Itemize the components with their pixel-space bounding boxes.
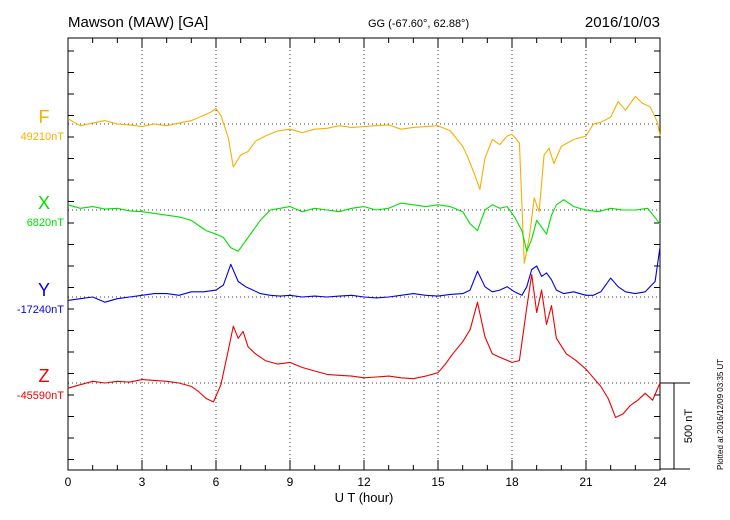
series-name-F: F: [39, 107, 50, 127]
series-name-X: X: [38, 193, 50, 213]
series-baseline-Z: -45590nT: [17, 390, 64, 402]
x-tick-label-12: 12: [357, 475, 371, 489]
station-title: Mawson (MAW) [GA]: [68, 14, 208, 31]
scale-bar: 500 nT: [660, 382, 695, 470]
x-tick-labels: 0 3 6 9 12 15 18 21 24: [65, 475, 667, 489]
series-name-Z: Z: [39, 366, 50, 386]
series-lines: [67, 95, 661, 418]
series-name-Y: Y: [38, 280, 50, 300]
date-label: 2016/10/03: [585, 14, 660, 31]
series-baseline-X: 6820nT: [27, 217, 65, 229]
x-tick-label-15: 15: [431, 475, 445, 489]
x-tick-label-24: 24: [653, 475, 667, 489]
x-axis-label: U T (hour): [335, 490, 394, 505]
series-line-Z: [67, 274, 661, 418]
series-labels: F 49210nT X 6820nT Y -17240nT Z -45590nT: [17, 107, 64, 402]
x-tick-label-0: 0: [65, 475, 72, 489]
series-line-F: [67, 95, 661, 264]
grid: [68, 38, 660, 470]
x-tick-label-6: 6: [213, 475, 220, 489]
axis-ticks: [67, 38, 661, 470]
coordinates-label: GG (-67.60°, 62.88°): [368, 18, 469, 30]
series-line-X: [67, 199, 661, 252]
plotted-timestamp: Plotted at 2016/12/09 03:35 UT: [716, 359, 725, 470]
series-baseline-Y: -17240nT: [17, 304, 64, 316]
series-baseline-F: 49210nT: [21, 131, 65, 143]
x-tick-label-21: 21: [579, 475, 593, 489]
x-tick-label-9: 9: [287, 475, 294, 489]
series-line-Y: [67, 247, 661, 303]
scale-bar-label: 500 nT: [683, 409, 695, 444]
x-tick-label-3: 3: [139, 475, 146, 489]
x-tick-label-18: 18: [505, 475, 519, 489]
